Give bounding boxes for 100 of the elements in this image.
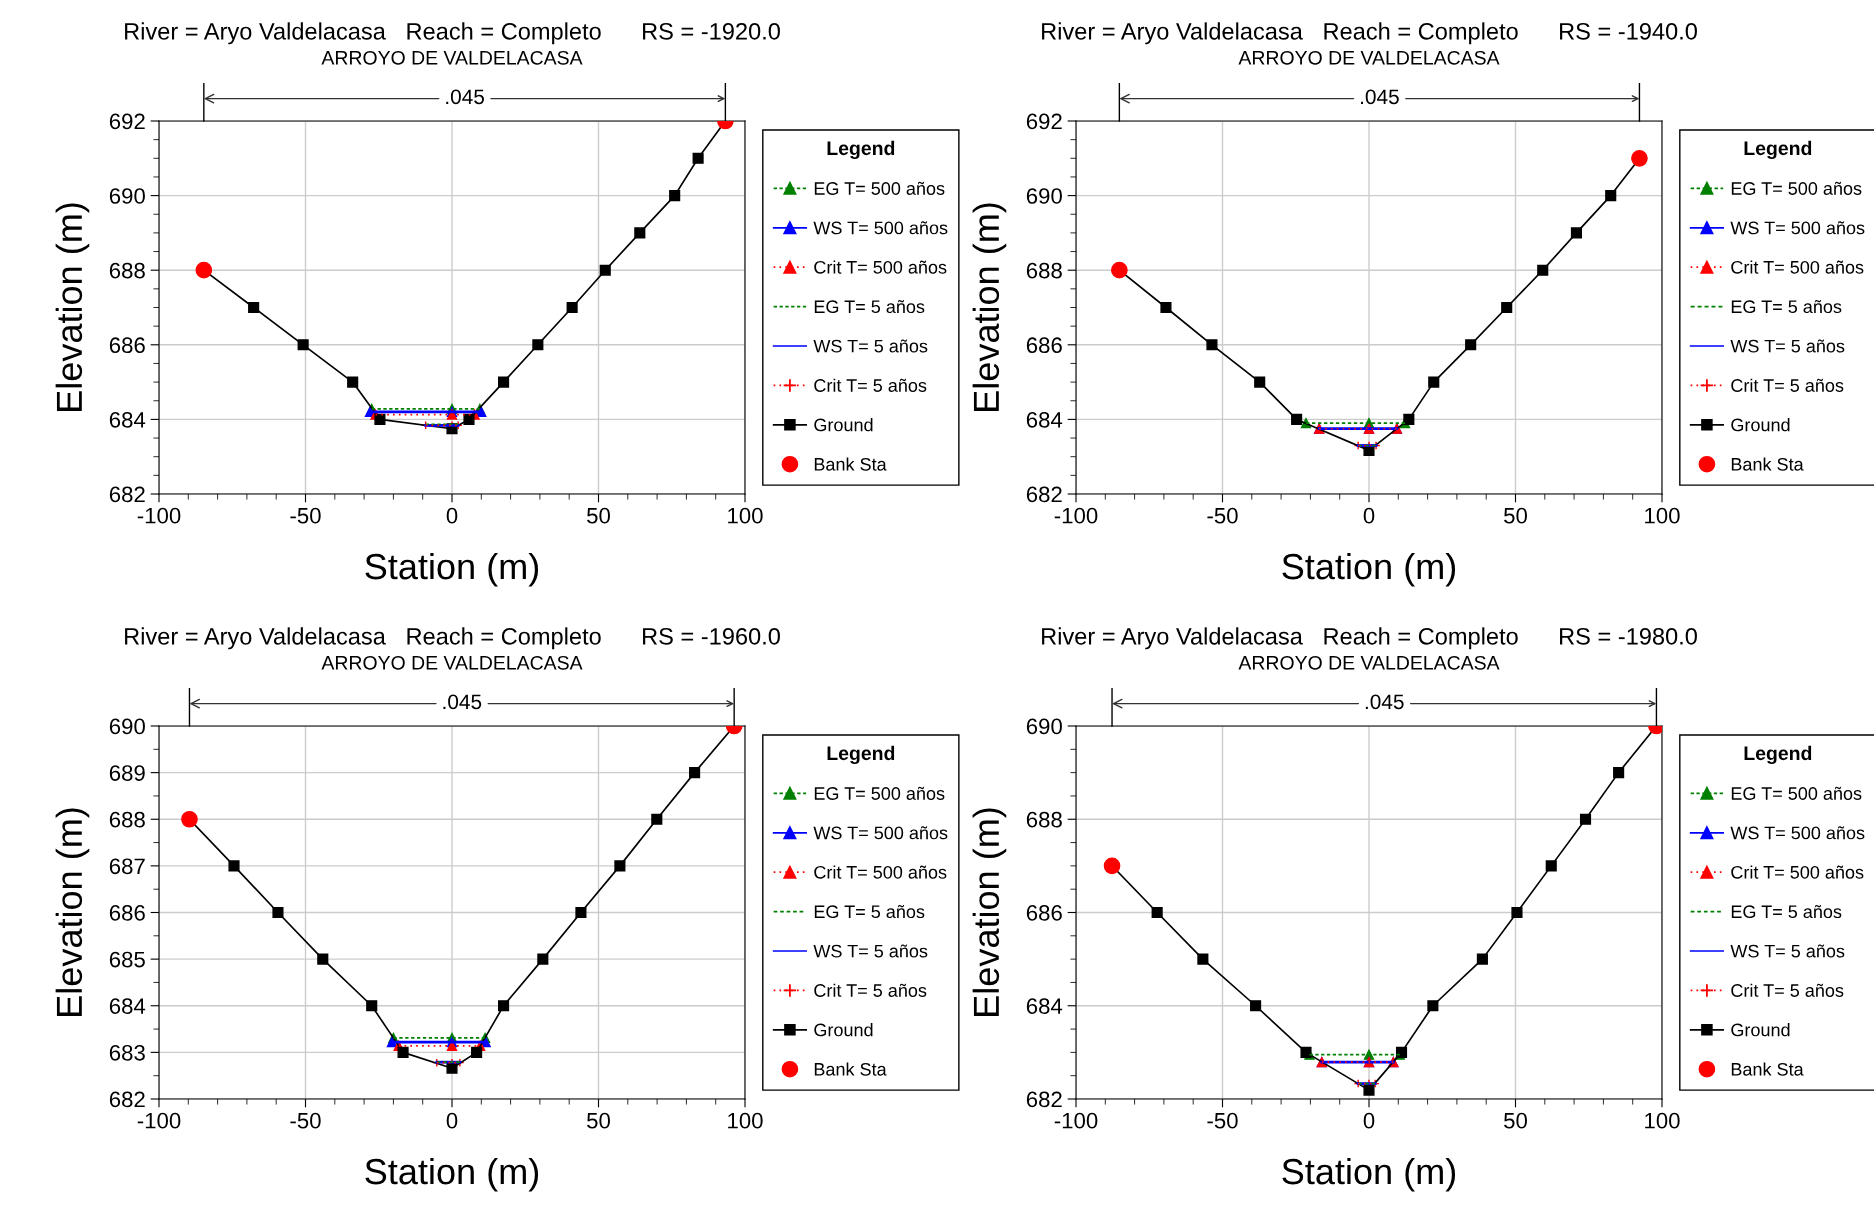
y-tick-label: 686 — [109, 337, 145, 354]
x-tick-label: 100 — [728, 507, 763, 524]
chart-title: River = Aryo Valdelacasa Reach = Completo RS = -1960.0 — [125, 627, 780, 650]
x-tick-label: 50 — [587, 507, 610, 524]
legend-label: WS T= 500 años — [813, 221, 948, 235]
y-tick-label: 689 — [109, 765, 145, 781]
x-tick-label: -100 — [1054, 507, 1098, 524]
y-tick-label: 684 — [1026, 998, 1063, 1015]
legend-label: Crit T= 5 años — [1731, 378, 1844, 392]
legend-label: EG T= 5 años — [1731, 904, 1842, 919]
legend-label: Crit T= 5 años — [814, 983, 927, 997]
x-tick-label: 0 — [446, 507, 458, 524]
x-tick-label: 50 — [587, 1112, 610, 1129]
y-tick-label: 690 — [109, 188, 145, 204]
x-tick-label: 100 — [1645, 1112, 1680, 1129]
x-tick-label: -50 — [1207, 507, 1238, 524]
y-tick-label: 684 — [109, 411, 146, 428]
y-tick-label: 688 — [1026, 262, 1062, 279]
legend-label: Bank Sta — [814, 1062, 887, 1076]
x-axis-title: Station (m) — [365, 1157, 539, 1192]
legend-label: Ground — [1731, 1023, 1790, 1037]
legend-label: EG T= 500 años — [814, 786, 945, 800]
text: .045 — [1365, 694, 1404, 710]
y-tick-label: 688 — [109, 262, 145, 279]
y-tick-label: 692 — [1026, 113, 1062, 130]
x-tick-label: -100 — [1054, 1112, 1098, 1129]
legend-title: Legend — [827, 140, 895, 160]
y-axis-title: Elevation (m) — [972, 808, 1007, 1016]
legend-label: Crit T= 500 años — [814, 260, 947, 274]
x-tick-label: 0 — [1363, 507, 1375, 524]
legend-label: WS T= 5 años — [1730, 944, 1845, 958]
y-tick-label: 683 — [109, 1044, 145, 1061]
legend-label: EG T= 5 años — [1731, 299, 1842, 314]
x-tick-label: -100 — [137, 507, 181, 524]
legend-label: Crit T= 500 años — [814, 865, 947, 879]
y-axis-title: Elevation (m) — [55, 808, 90, 1016]
y-tick-label: 684 — [109, 998, 146, 1015]
chart-subtitle: ARROYO DE VALDELACASA — [321, 655, 583, 670]
legend-title: Legend — [1744, 140, 1812, 160]
y-tick-label: 682 — [109, 1091, 145, 1108]
y-tick-label: 687 — [109, 858, 145, 875]
x-tick-label: 50 — [1504, 507, 1527, 524]
x-tick-label: -100 — [137, 1112, 181, 1129]
legend-label: EG T= 500 años — [814, 181, 945, 195]
x-axis-title: Station (m) — [1282, 1157, 1456, 1192]
y-tick-label: 682 — [1026, 1091, 1062, 1108]
legend-label: Bank Sta — [1731, 457, 1804, 471]
legend-label: Bank Sta — [814, 457, 887, 471]
legend-label: Bank Sta — [1731, 1062, 1804, 1076]
y-tick-label: 688 — [1026, 811, 1062, 828]
x-axis-title: Station (m) — [365, 552, 539, 587]
y-axis-title: Elevation (m) — [972, 203, 1007, 411]
legend-label: Crit T= 500 años — [1731, 865, 1864, 879]
y-tick-label: 682 — [1026, 486, 1062, 503]
y-axis-title: Elevation (m) — [55, 203, 90, 411]
legend-label: EG T= 5 años — [814, 299, 925, 314]
y-tick-label: 690 — [1026, 188, 1062, 204]
y-tick-label: 686 — [1026, 337, 1062, 354]
x-tick-label: -50 — [290, 507, 321, 524]
chart-subtitle: ARROYO DE VALDELACASA — [1238, 50, 1500, 65]
legend-label: WS T= 500 años — [813, 826, 948, 840]
legend-label: EG T= 500 años — [1731, 786, 1862, 800]
legend-label: WS T= 5 años — [813, 944, 928, 958]
x-tick-label: 100 — [1645, 507, 1680, 524]
chart-title: River = Aryo Valdelacasa Reach = Completo RS = -1920.0 — [125, 22, 780, 45]
y-tick-label: 690 — [1026, 718, 1062, 735]
legend-label: Crit T= 5 años — [814, 378, 927, 392]
text: .045 — [446, 89, 484, 105]
legend-label: Ground — [814, 1023, 873, 1037]
y-tick-label: 692 — [109, 113, 145, 130]
text: .045 — [443, 694, 482, 710]
legend-label: Ground — [1731, 418, 1790, 432]
legend-label: WS T= 500 años — [1730, 826, 1865, 840]
y-tick-label: 686 — [109, 905, 145, 921]
x-tick-label: -50 — [1207, 1112, 1238, 1129]
x-tick-label: -50 — [290, 1112, 321, 1129]
legend-label: Crit T= 500 años — [1731, 260, 1864, 274]
legend-label: EG T= 5 años — [814, 904, 925, 919]
y-tick-label: 686 — [1026, 905, 1062, 921]
legend-title: Legend — [1744, 745, 1812, 765]
text: .045 — [1361, 89, 1399, 105]
chart-title: River = Aryo Valdelacasa Reach = Completo RS = -1980.0 — [1042, 627, 1697, 650]
x-axis-title: Station (m) — [1282, 552, 1456, 587]
y-tick-label: 690 — [109, 718, 145, 735]
y-tick-label: 688 — [109, 811, 145, 828]
legend-label: EG T= 500 años — [1731, 181, 1862, 195]
legend-label: WS T= 5 años — [813, 339, 928, 353]
x-tick-label: 100 — [728, 1112, 763, 1129]
chart-title: River = Aryo Valdelacasa Reach = Completo RS = -1940.0 — [1042, 22, 1697, 45]
chart-subtitle: ARROYO DE VALDELACASA — [321, 50, 583, 65]
x-tick-label: 0 — [446, 1112, 458, 1129]
legend-title: Legend — [827, 745, 895, 765]
legend-label: Crit T= 5 años — [1731, 983, 1844, 997]
y-tick-label: 682 — [109, 486, 145, 503]
legend-label: WS T= 500 años — [1730, 221, 1865, 235]
x-tick-label: 0 — [1363, 1112, 1375, 1129]
y-tick-label: 684 — [1026, 411, 1063, 428]
legend-label: Ground — [814, 418, 873, 432]
legend-label: WS T= 5 años — [1730, 339, 1845, 353]
x-tick-label: 50 — [1504, 1112, 1527, 1129]
